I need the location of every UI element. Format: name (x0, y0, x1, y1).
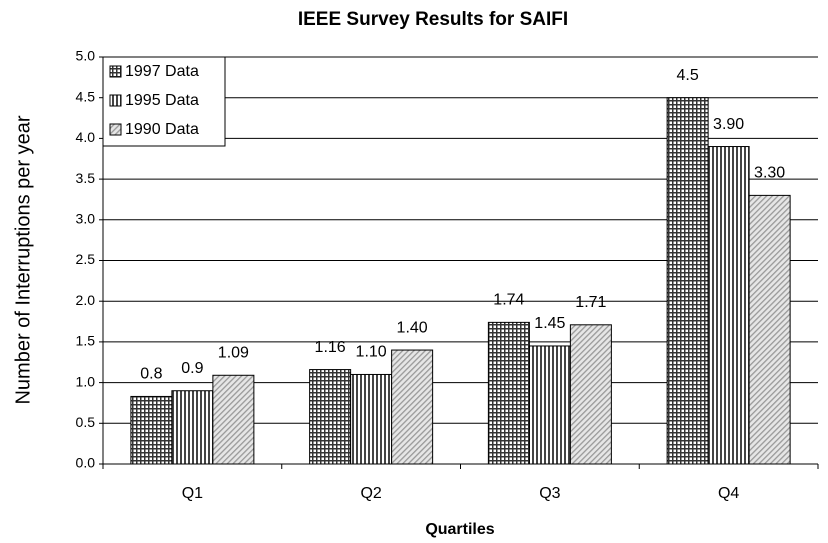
y-tick-label: 4.0 (76, 129, 96, 145)
legend-box (102, 56, 226, 147)
legend-label: 1997 Data (125, 63, 199, 80)
data-label: 4.5 (677, 67, 699, 84)
y-tick-label: 1.0 (76, 373, 96, 389)
y-tick-label: 3.0 (76, 211, 96, 227)
x-axis-title: Quartiles (425, 521, 494, 538)
bar (212, 374, 255, 465)
data-label: 3.90 (713, 116, 744, 133)
bar (350, 373, 393, 465)
data-label: 0.8 (140, 366, 162, 383)
bar (707, 146, 750, 465)
y-tick-label: 0.5 (76, 414, 96, 430)
y-tick-label: 0.0 (76, 455, 96, 471)
legend-swatch (109, 123, 122, 136)
data-label: 1.71 (575, 294, 606, 311)
x-tick-label: Q4 (718, 485, 739, 502)
y-tick-label: 1.5 (76, 333, 96, 349)
data-label: 0.9 (181, 360, 203, 377)
bar (130, 395, 173, 465)
y-tick-label: 3.5 (76, 170, 96, 186)
y-tick-label: 4.5 (76, 88, 96, 104)
legend-label: 1995 Data (125, 92, 199, 109)
x-tick-label: Q3 (539, 485, 560, 502)
data-label: 1.09 (218, 344, 249, 361)
y-axis-title: Number of Interruptions per year (12, 115, 34, 404)
x-tick-label: Q1 (182, 485, 203, 502)
bar (171, 390, 214, 465)
x-tick-label: Q2 (360, 485, 381, 502)
chart-title: IEEE Survey Results for SAIFI (298, 9, 568, 30)
bar (391, 349, 434, 465)
bar (666, 97, 709, 465)
legend-swatch (109, 65, 122, 78)
y-tick-label: 2.0 (76, 292, 96, 308)
bar (528, 345, 571, 465)
legend-label: 1990 Data (125, 121, 199, 138)
bar (487, 321, 530, 465)
y-tick-label: 5.0 (76, 48, 96, 64)
bar (569, 324, 612, 465)
legend-swatch (109, 94, 122, 107)
data-label: 1.40 (397, 319, 428, 336)
data-label: 1.10 (356, 344, 387, 361)
y-tick-label: 2.5 (76, 251, 96, 267)
data-label: 1.45 (534, 315, 565, 332)
bar (748, 194, 791, 465)
data-label: 1.74 (493, 292, 524, 309)
bar (309, 369, 352, 465)
data-label: 1.16 (315, 339, 346, 356)
data-label: 3.30 (754, 165, 785, 182)
